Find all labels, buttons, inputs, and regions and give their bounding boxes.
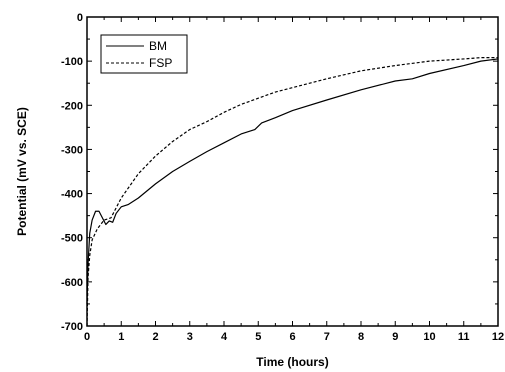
y-tick-label: -600 — [61, 277, 83, 289]
y-tick-label: -500 — [61, 233, 83, 245]
x-tick-label: 4 — [221, 331, 228, 343]
legend-label-bm: BM — [149, 39, 167, 53]
legend-box — [100, 34, 188, 74]
x-tick-label: 9 — [392, 331, 398, 343]
x-tick-label: 8 — [358, 331, 364, 343]
y-tick-label: -400 — [61, 189, 83, 201]
y-axis-title: Potential (mV vs. SCE) — [15, 107, 29, 236]
x-tick-label: 3 — [187, 331, 193, 343]
y-tick-label: -700 — [61, 321, 83, 333]
x-tick-label: 10 — [423, 331, 435, 343]
legend: BM FSP — [100, 34, 188, 74]
y-tick-label: -100 — [61, 56, 83, 68]
x-axis-title: Time (hours) — [256, 355, 328, 369]
x-tick-label: 1 — [118, 331, 124, 343]
series-line-bm — [86, 58, 499, 304]
axis-ticks: 0 1 2 3 4 5 6 7 8 9 10 11 120-100-200-300-400-500-60… — [61, 12, 504, 343]
y-tick-label: -200 — [61, 100, 83, 112]
x-tick-label: 6 — [289, 331, 295, 343]
x-tick-label: 7 — [324, 331, 330, 343]
y-tick-label: 0 — [77, 12, 83, 24]
x-tick-label: 2 — [152, 331, 158, 343]
series-layer — [86, 57, 499, 327]
series-line-fsp — [86, 57, 498, 327]
x-tick-label: 11 — [458, 331, 470, 343]
plot-frame — [86, 16, 499, 327]
y-tick-label: -300 — [61, 144, 83, 156]
x-tick-label: 5 — [255, 331, 261, 343]
x-tick-label: 0 — [84, 331, 90, 343]
x-tick-label: 12 — [492, 331, 504, 343]
legend-label-fsp: FSP — [149, 56, 172, 70]
